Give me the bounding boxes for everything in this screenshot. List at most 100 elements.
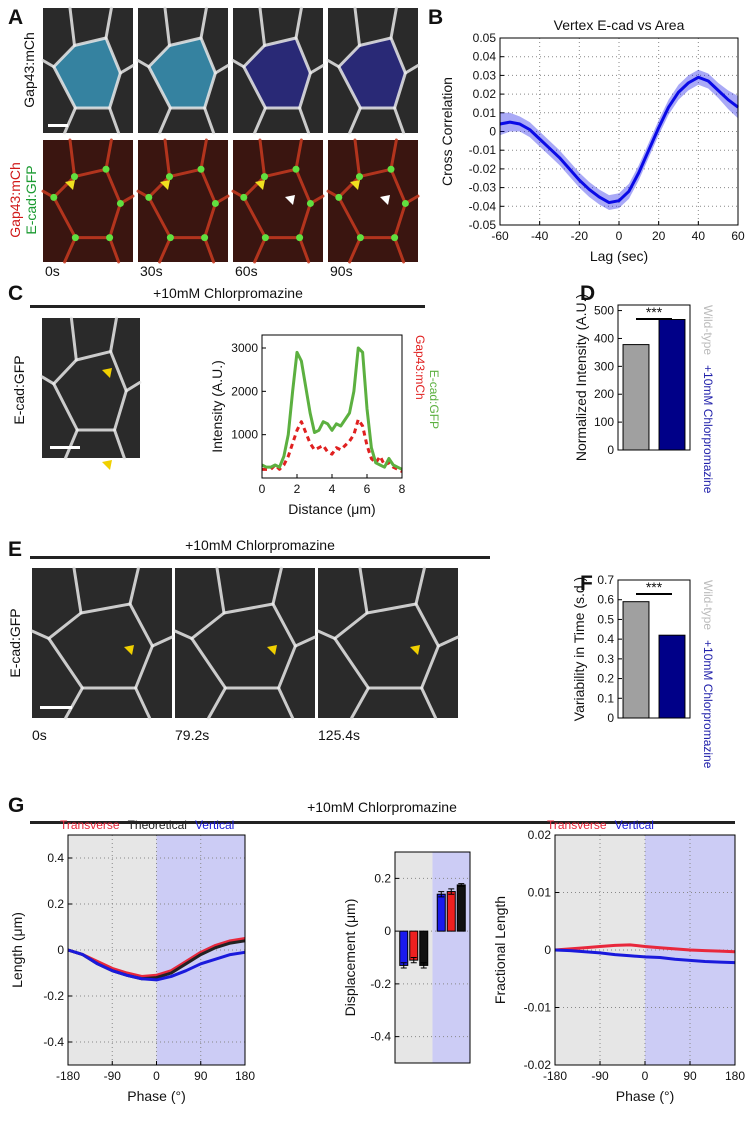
cell-edge bbox=[147, 44, 171, 69]
cell-edge bbox=[420, 686, 438, 720]
cell-edge bbox=[258, 6, 266, 47]
vertex-spot bbox=[387, 165, 395, 173]
y-tick-label: 3000 bbox=[231, 341, 258, 355]
y-axis-label: Fractional Length bbox=[492, 896, 508, 1004]
cell-edge bbox=[113, 389, 128, 432]
vertex-spot bbox=[106, 234, 114, 242]
arrowhead bbox=[285, 195, 295, 205]
plot-frame bbox=[617, 304, 691, 451]
vertex-spot bbox=[211, 199, 219, 207]
vertex-spot bbox=[391, 234, 399, 242]
y-tick-label: 0.7 bbox=[597, 573, 614, 587]
cell-edge bbox=[52, 175, 76, 199]
cell-edge bbox=[147, 65, 172, 110]
cell-edge bbox=[414, 602, 440, 648]
bar bbox=[419, 930, 429, 966]
x-tick-label: 20 bbox=[652, 229, 666, 243]
vertex-spot bbox=[201, 234, 209, 242]
y-tick-label: 0.4 bbox=[47, 851, 64, 865]
cell-edge bbox=[294, 138, 303, 171]
cell-edge bbox=[298, 236, 311, 264]
error-bar bbox=[458, 883, 465, 887]
cell-edge bbox=[190, 611, 226, 640]
y-tick-label: 0.2 bbox=[47, 897, 64, 911]
y-tick-label: 0.3 bbox=[597, 652, 614, 666]
cell-edge bbox=[104, 167, 122, 205]
cell-edge bbox=[348, 236, 362, 264]
y-tick-label: -0.4 bbox=[370, 1030, 391, 1044]
cell-edge bbox=[104, 36, 122, 75]
y-tick-label: 0.6 bbox=[597, 593, 614, 607]
cell-edge bbox=[271, 566, 283, 606]
y-tick-label: 0.05 bbox=[473, 31, 497, 45]
cell-edge bbox=[316, 629, 337, 640]
cell-edge bbox=[64, 686, 84, 720]
cell-edge bbox=[104, 138, 113, 171]
cell-edge bbox=[420, 644, 440, 690]
cell-edge bbox=[52, 195, 77, 240]
panel-title: +10mM Chlorpromazine bbox=[185, 537, 335, 553]
time-label: 0s bbox=[32, 727, 47, 743]
vertex-spot bbox=[356, 234, 364, 242]
arrowhead bbox=[410, 645, 420, 655]
x-tick-label: -20 bbox=[571, 229, 589, 243]
y-tick-label: -0.02 bbox=[469, 162, 497, 176]
legend-entry: Vertical bbox=[195, 818, 234, 832]
cell-edge bbox=[215, 566, 226, 615]
cell-edge bbox=[73, 36, 108, 47]
legend-entry: E-cad:GFP bbox=[427, 370, 441, 429]
channel-label: E-cad:GFP bbox=[23, 165, 39, 234]
cell-edge bbox=[163, 138, 171, 179]
vertex-spot bbox=[296, 234, 304, 242]
data-line bbox=[261, 346, 403, 471]
cell-edge bbox=[52, 382, 79, 432]
time-label: 30s bbox=[140, 263, 163, 279]
panel-letter: E bbox=[8, 538, 22, 561]
cell-edge bbox=[68, 6, 76, 47]
cell-edge bbox=[52, 44, 76, 69]
title-bar bbox=[30, 556, 490, 559]
cell-edge bbox=[108, 236, 121, 264]
y-tick-label: -0.04 bbox=[469, 199, 497, 213]
vertex-spot bbox=[50, 193, 58, 201]
cell-edge bbox=[47, 611, 83, 640]
cell-edge bbox=[414, 566, 426, 606]
channel-label: Gap43:mCh bbox=[21, 32, 37, 107]
panel-title: +10mM Chlorpromazine bbox=[153, 285, 303, 301]
cell-edge bbox=[199, 6, 208, 40]
x-axis-label: Phase (°) bbox=[127, 1088, 186, 1104]
x-tick-label: 6 bbox=[364, 482, 371, 496]
category-label: Wild-type bbox=[701, 580, 715, 630]
y-tick-label: 0 bbox=[489, 125, 496, 139]
vertex-spot bbox=[166, 173, 173, 181]
cell-edge bbox=[79, 602, 132, 615]
y-axis-label: Variability in Time (s.d.) bbox=[571, 577, 587, 721]
cell-edge bbox=[353, 138, 361, 179]
cell-edge bbox=[134, 686, 152, 720]
cell-edge bbox=[393, 201, 407, 240]
cell-edge bbox=[258, 138, 266, 179]
plot-frame bbox=[554, 834, 736, 1066]
legend-entry: Gap43:mCh bbox=[413, 335, 427, 400]
x-tick-label: -60 bbox=[491, 229, 509, 243]
y-tick-label: -0.4 bbox=[43, 1035, 64, 1049]
y-tick-label: 0.1 bbox=[597, 691, 614, 705]
y-tick-label: 0 bbox=[607, 711, 614, 725]
cell-edge bbox=[150, 635, 174, 648]
cell-edge bbox=[108, 71, 122, 110]
vertex-spot bbox=[71, 173, 78, 181]
channel-label: E-cad:GFP bbox=[7, 608, 23, 677]
time-label: 0s bbox=[45, 263, 60, 279]
arrowhead bbox=[255, 180, 265, 190]
title-bar bbox=[30, 305, 425, 308]
x-tick-label: -180 bbox=[543, 1069, 567, 1083]
cell-edge bbox=[298, 71, 312, 110]
cell-edge bbox=[294, 36, 312, 75]
chart-title: Vertex E-cad vs Area bbox=[554, 17, 685, 33]
cell-edge bbox=[69, 316, 78, 362]
y-tick-label: -0.03 bbox=[469, 181, 497, 195]
bar bbox=[658, 319, 686, 451]
cell-edge bbox=[203, 71, 217, 110]
cell-edge bbox=[158, 236, 172, 264]
